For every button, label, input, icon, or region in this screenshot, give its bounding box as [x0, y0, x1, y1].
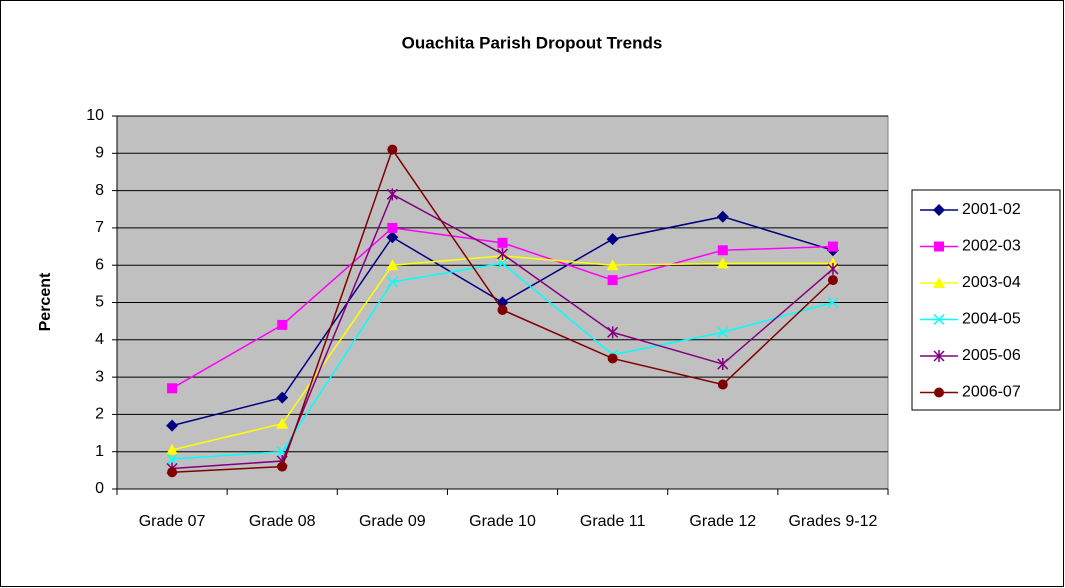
marker [387, 222, 398, 233]
marker [717, 326, 729, 338]
legend-label: 2003-04 [962, 274, 1021, 291]
y-tick-label: 3 [95, 368, 104, 385]
marker [277, 461, 288, 472]
x-tick-label: Grades 9-12 [788, 513, 877, 530]
marker [386, 231, 399, 244]
marker [276, 391, 289, 404]
marker [827, 275, 838, 286]
marker [716, 257, 729, 269]
y-tick-label: 0 [95, 480, 104, 497]
legend-label: 2004-05 [962, 311, 1021, 328]
marker [496, 248, 509, 261]
marker [607, 353, 618, 364]
marker [387, 144, 398, 155]
y-tick-label: 7 [95, 219, 104, 236]
marker [606, 233, 619, 246]
legend-marker [934, 387, 944, 398]
y-tick-label: 6 [95, 256, 104, 273]
chart-title: Ouachita Parish Dropout Trends [402, 33, 663, 52]
legend-box [911, 189, 1061, 411]
x-tick-label: Grade 10 [469, 513, 536, 530]
legend-label: 2006-07 [962, 384, 1021, 401]
y-tick-label: 2 [95, 406, 104, 423]
y-tick-label: 10 [86, 107, 104, 124]
marker [386, 276, 398, 288]
marker [716, 210, 729, 223]
marker [827, 241, 838, 252]
marker [827, 262, 839, 275]
y-tick-label: 4 [95, 331, 104, 348]
x-tick-label: Grade 09 [359, 513, 426, 530]
marker [717, 245, 728, 256]
y-tick-label: 8 [95, 182, 104, 199]
marker [166, 453, 178, 465]
x-tick-label: Grade 11 [580, 513, 646, 530]
legend-label: 2002-03 [962, 238, 1021, 255]
x-tick-label: Grade 08 [249, 513, 316, 530]
marker [167, 383, 178, 394]
legend-label: 2001-02 [962, 201, 1021, 218]
marker [166, 419, 179, 432]
y-axis-label: Percent [37, 272, 54, 331]
legend-marker [933, 350, 945, 362]
marker [717, 379, 728, 390]
marker [386, 259, 399, 271]
marker [386, 188, 398, 201]
marker [497, 304, 508, 315]
marker [607, 326, 619, 339]
y-tick-label: 5 [95, 294, 104, 311]
legend-marker [933, 277, 945, 288]
marker [827, 296, 839, 309]
marker [497, 237, 508, 248]
x-tick-label: Grade 12 [689, 513, 756, 530]
legend-marker [933, 204, 945, 216]
marker [276, 417, 289, 429]
marker [167, 467, 178, 478]
marker [166, 443, 179, 455]
y-tick-label: 9 [95, 145, 104, 162]
y-tick-label: 1 [95, 443, 104, 460]
marker [277, 319, 288, 330]
legend-marker [934, 241, 944, 252]
marker [606, 259, 619, 271]
x-tick-label: Grade 07 [139, 513, 206, 530]
marker [607, 275, 618, 286]
marker [717, 358, 729, 371]
marker [496, 257, 509, 269]
legend-label: 2005-06 [962, 347, 1021, 364]
legend-marker [933, 313, 945, 326]
